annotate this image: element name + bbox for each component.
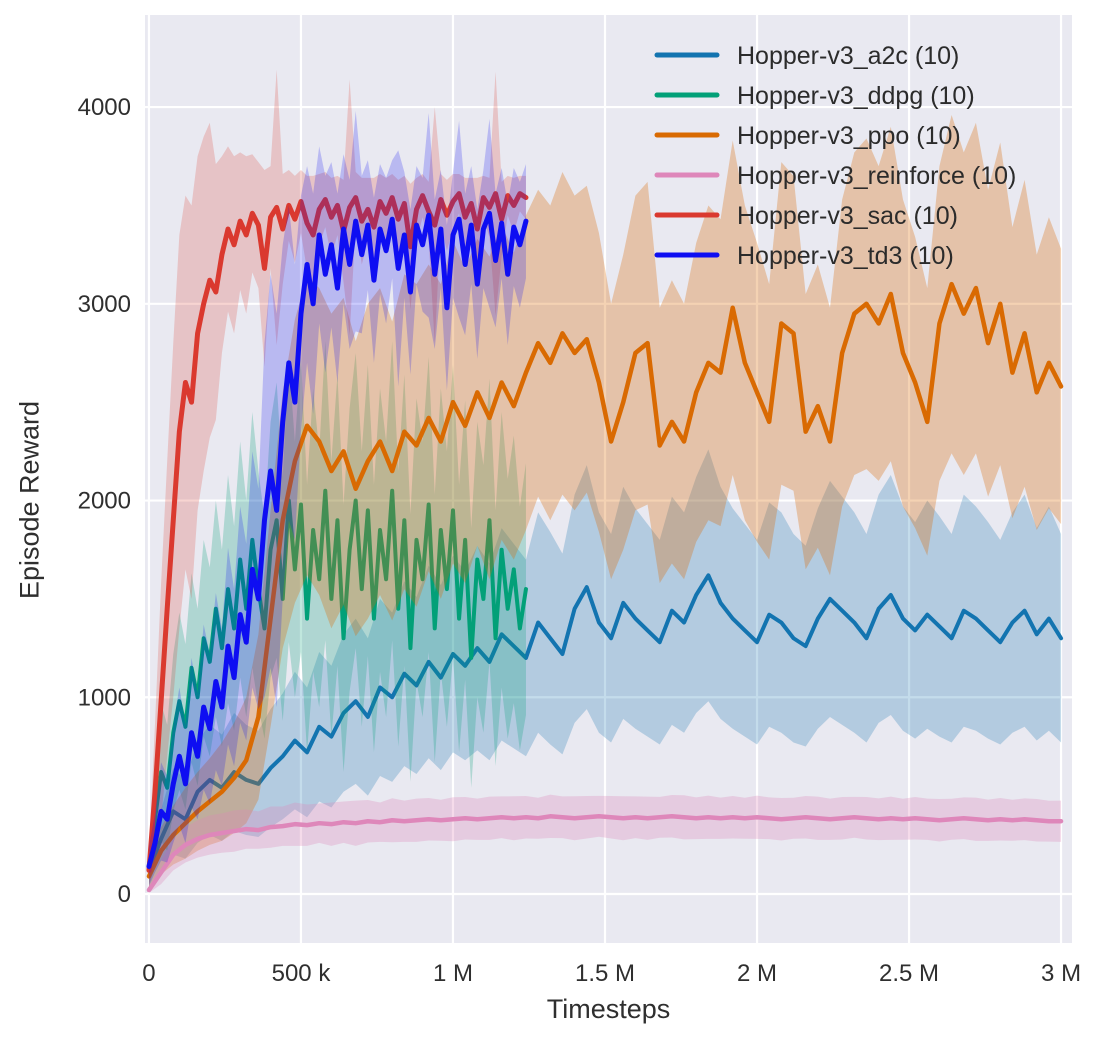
legend-label: Hopper-v3_sac (10) — [737, 202, 958, 230]
y-tick-label: 3000 — [78, 291, 131, 318]
x-tick-label: 500 k — [272, 960, 332, 987]
band-ddpg — [148, 341, 526, 885]
x-tick-label: 2.5 M — [879, 960, 939, 987]
legend: Hopper-v3_a2c (10) Hopper-v3_ddpg (10) Hop… — [654, 42, 1016, 270]
legend-label: Hopper-v3_ppo (10) — [737, 122, 961, 150]
y-tick-label: 2000 — [78, 488, 131, 515]
line-td3 — [146, 210, 529, 869]
legend-item-ppo: Hopper-v3_ppo (10) — [654, 122, 961, 150]
series-layer — [146, 69, 1064, 894]
y-tick-label: 4000 — [78, 94, 131, 121]
legend-label: Hopper-v3_reinforce (10) — [737, 162, 1016, 190]
legend-item-a2c: Hopper-v3_a2c (10) — [654, 42, 959, 70]
plot-panel — [145, 15, 1072, 943]
x-tick-label: 1.5 M — [575, 960, 635, 987]
legend-label: Hopper-v3_ddpg (10) — [737, 82, 975, 110]
band-ppo — [148, 114, 1062, 889]
legend-label: Hopper-v3_a2c (10) — [737, 42, 959, 70]
x-tick-label: 3 M — [1041, 960, 1081, 987]
band-sac — [148, 69, 526, 887]
legend-item-ddpg: Hopper-v3_ddpg (10) — [654, 82, 975, 110]
band-td3 — [148, 111, 526, 887]
x-tick-label: 2 M — [737, 960, 777, 987]
legend-item-sac: Hopper-v3_sac (10) — [654, 202, 958, 230]
x-tick-label: 0 — [142, 960, 155, 987]
y-tick-label: 1000 — [78, 684, 131, 711]
legend-item-td3: Hopper-v3_td3 (10) — [654, 242, 954, 270]
line-sac — [146, 191, 529, 873]
x-tick-label: 1 M — [433, 960, 473, 987]
x-axis-label: Timesteps — [546, 994, 671, 1024]
line-ddpg — [146, 488, 528, 867]
legend-item-reinforce: Hopper-v3_reinforce (10) — [654, 162, 1016, 190]
line-ppo — [146, 281, 1064, 879]
y-tick-label: 0 — [118, 881, 131, 908]
y-axis-label: Episode Reward — [14, 400, 45, 600]
line-reinforce — [146, 814, 1064, 893]
line-a2c — [146, 573, 1064, 873]
band-a2c — [148, 449, 1062, 887]
legend-label: Hopper-v3_td3 (10) — [737, 242, 954, 270]
